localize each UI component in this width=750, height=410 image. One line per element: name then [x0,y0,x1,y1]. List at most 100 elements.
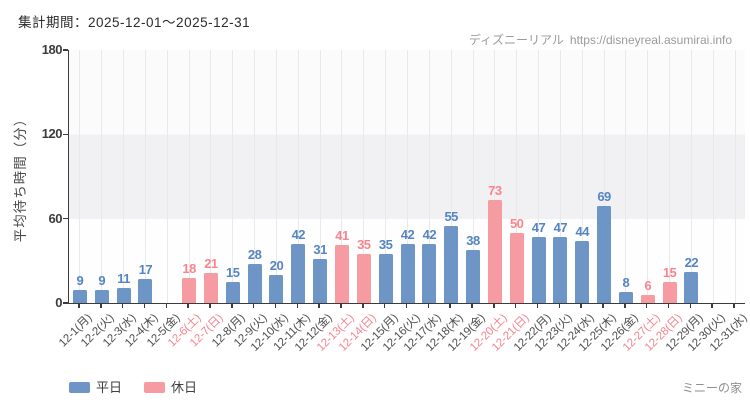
gridline-vertical [428,50,430,303]
x-tick-mark [165,303,168,308]
bar-12-10[interactable] [269,274,284,303]
bar-value-label: 15 [662,264,677,280]
gridline-vertical [669,50,671,303]
plot-area: 9 9 11 17 18 21 15 28 20 42 31 41 35 35 42 42 55 38 73 50 47… [68,50,745,304]
legend-swatch-weekday [69,381,90,393]
gridline-vertical [625,50,627,303]
x-tick-mark [449,303,451,308]
x-tick-mark [340,303,342,308]
gridline-vertical [450,50,452,303]
bar-12-20[interactable] [487,200,502,303]
bar-value-label: 55 [444,208,458,224]
gridline-vertical [559,50,561,303]
bar-12-19[interactable] [466,249,481,303]
bar-12-6[interactable] [182,277,197,303]
x-tick-mark [318,303,320,308]
bar-12-7[interactable] [203,273,218,303]
bar-12-29[interactable] [684,272,699,303]
x-tick-mark [558,303,561,308]
y-tick-label: 180 [41,42,63,57]
x-tick-mark [78,303,80,308]
gridline-vertical [123,50,125,303]
watermark: ディズニーリアル https://disneyreal.asumirai.info [469,31,732,48]
bar-value-label: 35 [378,236,393,252]
bar-value-label: 22 [684,255,699,271]
bar-value-label: 11 [117,270,130,286]
gridline-vertical [603,50,605,303]
bar-12-3[interactable] [116,287,131,303]
x-tick-mark [689,303,692,308]
bar-12-4[interactable] [138,279,153,303]
x-tick-mark [274,303,277,308]
bar-value-label: 20 [269,257,284,273]
bar-12-9[interactable] [247,263,262,303]
gridline-vertical [254,50,256,303]
bar-12-27[interactable] [640,294,655,303]
bar-value-label: 28 [247,246,262,262]
bar-12-21[interactable] [509,232,524,303]
bar-12-17[interactable] [422,243,437,303]
bar-value-label: 31 [313,242,327,258]
x-tick-mark [733,303,735,308]
bar-12-15[interactable] [378,253,393,303]
x-tick-mark [187,303,189,308]
bar-12-8[interactable] [225,281,240,303]
x-tick-mark [493,303,495,308]
bar-12-2[interactable] [94,290,109,303]
x-tick-mark [427,303,430,308]
x-tick-mark [711,303,713,308]
x-tick-mark [536,303,539,308]
y-tick-mark [63,302,68,304]
gridline-vertical [690,50,692,303]
bar-value-label: 47 [553,219,568,235]
gridline-vertical [363,50,365,303]
bar-12-1[interactable] [72,290,87,303]
bar-12-23[interactable] [553,236,568,303]
bar-12-24[interactable] [575,241,590,303]
bar-value-label: 41 [335,228,349,244]
watermark-url: https://disneyreal.asumirai.info [569,33,732,47]
bar-12-12[interactable] [313,259,328,303]
report-period-title: 集計期間：2025-12-01～2025-12-31 [18,15,251,30]
bar-12-25[interactable] [597,206,612,303]
gridline-vertical [538,50,540,303]
gridline-vertical [188,50,190,303]
x-tick-mark [383,303,386,308]
legend-item-weekday[interactable]: 平日 [69,377,122,396]
x-tick-mark [296,303,299,308]
bar-12-18[interactable] [444,225,459,303]
x-tick-mark [405,303,408,308]
y-tick-mark [63,133,68,136]
bar-value-label: 42 [422,226,437,242]
x-tick-mark [471,303,473,308]
bar-value-label: 17 [138,262,153,278]
gridline-vertical [341,50,343,303]
legend: 平日 休日 [69,377,219,396]
legend-label-holiday: 休日 [171,380,198,395]
gridline-vertical [319,50,321,303]
legend-swatch-holiday [144,381,166,393]
gridline-vertical [232,50,234,303]
bar-12-26[interactable] [618,291,633,303]
bar-12-16[interactable] [400,243,415,303]
y-tick-label: 60 [48,210,63,226]
y-tick-label: 0 [55,295,62,310]
bar-12-11[interactable] [291,243,306,303]
bar-12-22[interactable] [531,236,546,303]
bar-value-label: 42 [291,226,306,242]
bar-value-label: 18 [182,260,196,276]
x-tick-mark [143,303,146,308]
legend-item-holiday[interactable]: 休日 [144,377,197,396]
bar-value-label: 9 [98,273,106,289]
bar-12-28[interactable] [662,281,677,303]
gridline-vertical [79,50,81,303]
gridline-vertical [734,50,736,303]
bar-12-14[interactable] [356,253,371,303]
gridline-vertical [101,50,103,303]
gridline-vertical [581,50,583,303]
bar-value-label: 38 [466,232,480,248]
gridline-vertical [385,50,387,303]
bar-12-13[interactable] [334,245,349,303]
bar-value-label: 47 [531,219,546,235]
